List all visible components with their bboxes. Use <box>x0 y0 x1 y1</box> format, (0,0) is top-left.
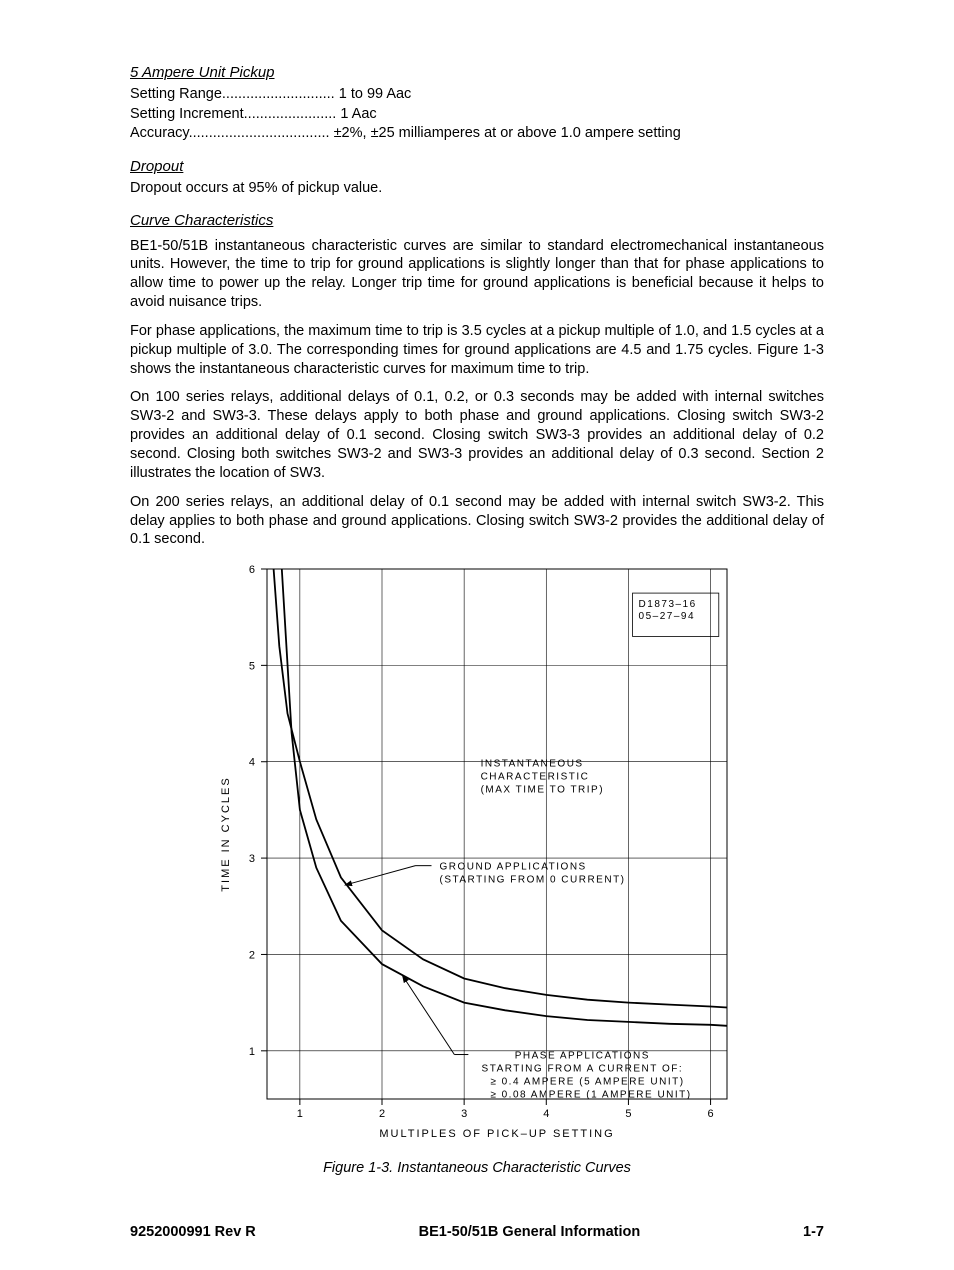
svg-text:05–27–94: 05–27–94 <box>639 611 696 622</box>
svg-text:4: 4 <box>249 757 255 769</box>
pickup-specs: Setting Range...........................… <box>130 85 824 144</box>
svg-text:3: 3 <box>249 853 255 865</box>
pickup-heading: 5 Ampere Unit Pickup <box>130 64 824 81</box>
svg-text:6: 6 <box>708 1108 714 1120</box>
svg-text:D1873–16: D1873–16 <box>639 599 697 610</box>
svg-text:CHARACTERISTIC: CHARACTERISTIC <box>481 772 590 783</box>
svg-text:PHASE APPLICATIONS: PHASE APPLICATIONS <box>515 1051 650 1062</box>
svg-text:MULTIPLES OF PICK–UP SETTING: MULTIPLES OF PICK–UP SETTING <box>379 1128 614 1140</box>
figure-container: 1 2 3 4 5 6 1 2 3 4 5 6 MULTIPLES OF PICK–UP SETTING… <box>130 559 824 1176</box>
spec-dots: ................................... <box>189 125 330 141</box>
dropout-text: Dropout occurs at 95% of pickup value. <box>130 179 824 198</box>
svg-text:STARTING FROM A CURRENT OF:: STARTING FROM A CURRENT OF: <box>482 1064 684 1075</box>
characteristic-curves-chart: 1 2 3 4 5 6 1 2 3 4 5 6 MULTIPLES OF PICK–UP SETTING… <box>207 559 747 1149</box>
svg-text:(STARTING FROM 0 CURRENT): (STARTING FROM 0 CURRENT) <box>440 875 626 886</box>
curve-para1: BE1-50/51B instantaneous characteristic … <box>130 237 824 312</box>
figure-caption: Figure 1-3. Instantaneous Characteristic… <box>130 1160 824 1176</box>
svg-text:1: 1 <box>249 1046 255 1058</box>
curve-para3: On 100 series relays, additional delays … <box>130 388 824 482</box>
svg-text:2: 2 <box>379 1108 385 1120</box>
svg-text:2: 2 <box>249 950 255 962</box>
curve-para4: On 200 series relays, an additional dela… <box>130 493 824 550</box>
spec-label: Accuracy <box>130 125 189 141</box>
svg-text:5: 5 <box>249 661 255 673</box>
svg-text:≥ 0.4 AMPERE (5 AMPERE UNIT): ≥ 0.4 AMPERE (5 AMPERE UNIT) <box>490 1077 684 1088</box>
svg-text:3: 3 <box>461 1108 467 1120</box>
svg-text:5: 5 <box>625 1108 631 1120</box>
spec-setting-increment: Setting Increment.......................… <box>130 105 824 125</box>
spec-dots: ............................ <box>222 86 335 102</box>
svg-text:1: 1 <box>297 1108 303 1120</box>
curve-heading: Curve Characteristics <box>130 212 824 229</box>
page-footer: 9252000991 Rev R BE1-50/51B General Info… <box>0 1224 954 1270</box>
svg-text:TIME IN CYCLES: TIME IN CYCLES <box>220 776 232 891</box>
curve-para2: For phase applications, the maximum time… <box>130 322 824 379</box>
footer-left: 9252000991 Rev R <box>130 1224 256 1240</box>
dropout-heading: Dropout <box>130 158 824 175</box>
spec-value: 1 Aac <box>340 106 376 122</box>
spec-setting-range: Setting Range...........................… <box>130 85 824 105</box>
svg-text:≥ 0.08 AMPERE (1 AMPERE UNIT): ≥ 0.08 AMPERE (1 AMPERE UNIT) <box>490 1090 691 1101</box>
svg-text:GROUND APPLICATIONS: GROUND APPLICATIONS <box>440 862 587 873</box>
svg-text:6: 6 <box>249 564 255 576</box>
spec-label: Setting Range <box>130 86 222 102</box>
spec-value: ±2%, ±25 milliamperes at or above 1.0 am… <box>334 125 681 141</box>
footer-right: 1-7 <box>803 1224 824 1240</box>
spec-value: 1 to 99 Aac <box>339 86 412 102</box>
svg-text:4: 4 <box>543 1108 549 1120</box>
spec-label: Setting Increment <box>130 106 244 122</box>
document-page: 5 Ampere Unit Pickup Setting Range......… <box>0 0 954 1216</box>
svg-text:INSTANTANEOUS: INSTANTANEOUS <box>481 759 584 770</box>
footer-center: BE1-50/51B General Information <box>419 1224 641 1240</box>
spec-dots: ....................... <box>244 106 337 122</box>
spec-accuracy: Accuracy................................… <box>130 124 824 144</box>
svg-text:(MAX TIME TO TRIP): (MAX TIME TO TRIP) <box>481 785 604 796</box>
